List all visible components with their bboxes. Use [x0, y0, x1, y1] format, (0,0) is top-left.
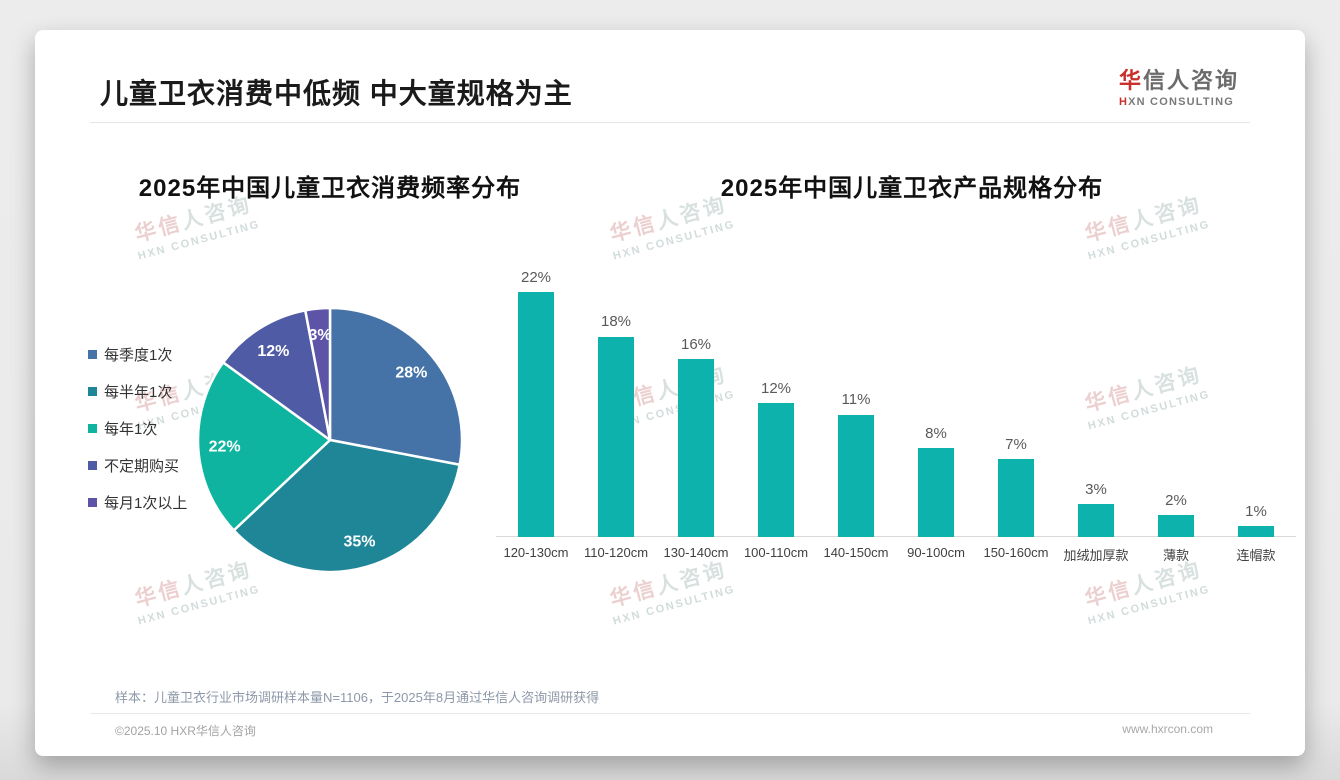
logo-en-rest: XN CONSULTING	[1128, 96, 1234, 108]
bar-column: 3%	[1056, 270, 1136, 537]
bar-chart-title: 2025年中国儿童卫衣产品规格分布	[720, 175, 1104, 202]
bar-category-label: 150-160cm	[983, 545, 1049, 560]
legend-label: 每年1次	[104, 420, 158, 438]
bar-120-130cm	[518, 291, 554, 537]
title-divider	[90, 122, 1250, 123]
bar-column: 12%	[736, 270, 816, 537]
bar-value-label: 3%	[1085, 480, 1107, 498]
page-title: 儿童卫衣消费中低频 中大童规格为主	[100, 78, 573, 109]
bar-110-120cm	[598, 336, 634, 537]
legend-item: 不定期购买	[88, 455, 187, 475]
legend-swatch	[88, 497, 97, 507]
legend-label: 每半年1次	[104, 383, 173, 401]
bar-value-label: 2%	[1165, 491, 1187, 509]
bar-x-axis-line	[496, 536, 1296, 537]
legend-label: 不定期购买	[104, 457, 180, 475]
bar-column: 11%	[816, 270, 896, 537]
pie-value-label: 3%	[309, 327, 332, 344]
logo-en-text: HXN CONSULTING	[1119, 96, 1239, 108]
pie-chart: 28% 35% 22% 12% 3%	[196, 306, 464, 574]
bar-column: 7%	[976, 270, 1056, 537]
bar-value-label: 22%	[520, 268, 552, 286]
pie-value-label: 22%	[209, 439, 241, 456]
bar-value-label: 18%	[600, 313, 632, 331]
sample-footnote: 样本：儿童卫衣行业市场调研样本量N=1106，于2025年8月通过华信人咨询调研…	[115, 690, 600, 705]
pie-chart-title: 2025年中国儿童卫衣消费频率分布	[138, 175, 522, 202]
legend-item: 每季度1次	[88, 344, 187, 364]
pie-slice-不定期购买	[221, 309, 332, 442]
bar-category-label: 100-110cm	[743, 545, 809, 560]
bar-140-150cm	[838, 414, 874, 537]
bar-value-label: 12%	[760, 380, 792, 398]
pie-legend: 每季度1次每半年1次每年1次不定期购买每月1次以上	[88, 344, 187, 512]
bar-chart: 22% 18% 16% 12% 11% 8% 7% 3% 2% 1%	[496, 268, 1296, 537]
bar-category-label: 130-140cm	[663, 545, 729, 560]
bar-category-label: 140-150cm	[823, 545, 889, 560]
pie-slice-每年1次	[196, 361, 332, 532]
bar-column: 8%	[896, 270, 976, 537]
bar-column: 18%	[576, 270, 656, 537]
bar-column: 1%	[1216, 270, 1296, 537]
bar-value-label: 8%	[925, 424, 947, 442]
bar-column: 16%	[656, 270, 736, 537]
bar-value-label: 7%	[1005, 436, 1027, 454]
bar-130-140cm	[678, 358, 714, 537]
logo-cn-red: 华	[1118, 68, 1143, 93]
logo-en-red: H	[1118, 96, 1129, 108]
bar-150-160cm	[998, 459, 1034, 537]
bar-category-label: 加绒加厚款	[1063, 548, 1129, 563]
company-logo: 华信人咨询 HXN CONSULTING	[1119, 63, 1239, 108]
logo-cn-text: 华信人咨询	[1119, 63, 1239, 95]
footer-copyright: ©2025.10 HXR华信人咨询	[115, 724, 256, 738]
bar-90-100cm	[918, 447, 954, 537]
bar-column: 2%	[1136, 270, 1216, 537]
bar-value-label: 1%	[1245, 502, 1267, 520]
legend-swatch	[88, 423, 97, 433]
pie-slice-每季度1次	[328, 306, 464, 466]
legend-item: 每年1次	[88, 418, 187, 438]
bar-category-label: 110-120cm	[583, 545, 649, 560]
bar-column: 22%	[496, 268, 576, 537]
legend-swatch	[88, 386, 97, 396]
bar-value-label: 11%	[841, 391, 871, 409]
bar-加绒加厚款	[1078, 503, 1114, 537]
legend-label: 每月1次以上	[104, 494, 188, 512]
legend-swatch	[88, 460, 97, 470]
pie-value-label: 28%	[395, 365, 427, 382]
legend-label: 每季度1次	[104, 346, 173, 364]
bar-薄款	[1158, 514, 1194, 537]
bar-100-110cm	[758, 403, 794, 537]
legend-item: 每半年1次	[88, 381, 187, 401]
bar-category-label: 薄款	[1162, 548, 1189, 563]
bar-value-label: 16%	[680, 335, 712, 353]
bar-category-label: 90-100cm	[907, 545, 965, 560]
pie-slice-每月1次以上	[304, 306, 332, 442]
bar-category-label: 120-130cm	[503, 545, 569, 560]
legend-item: 每月1次以上	[88, 492, 187, 512]
bar-category-label: 连帽款	[1236, 548, 1276, 563]
slide-card: 华信人咨询 HXN CONSULTING 华信人咨询 HXN CONSULTING 华信…	[35, 30, 1305, 756]
footer-divider	[90, 713, 1250, 714]
legend-swatch	[88, 349, 97, 359]
logo-cn-rest: 信人咨询	[1142, 68, 1239, 93]
pie-value-label: 35%	[343, 533, 375, 550]
pie-slice-每半年1次	[232, 438, 461, 574]
bar-连帽款	[1238, 525, 1274, 537]
footer-website: www.hxrcon.com	[1122, 722, 1213, 736]
pie-value-label: 12%	[257, 343, 289, 360]
